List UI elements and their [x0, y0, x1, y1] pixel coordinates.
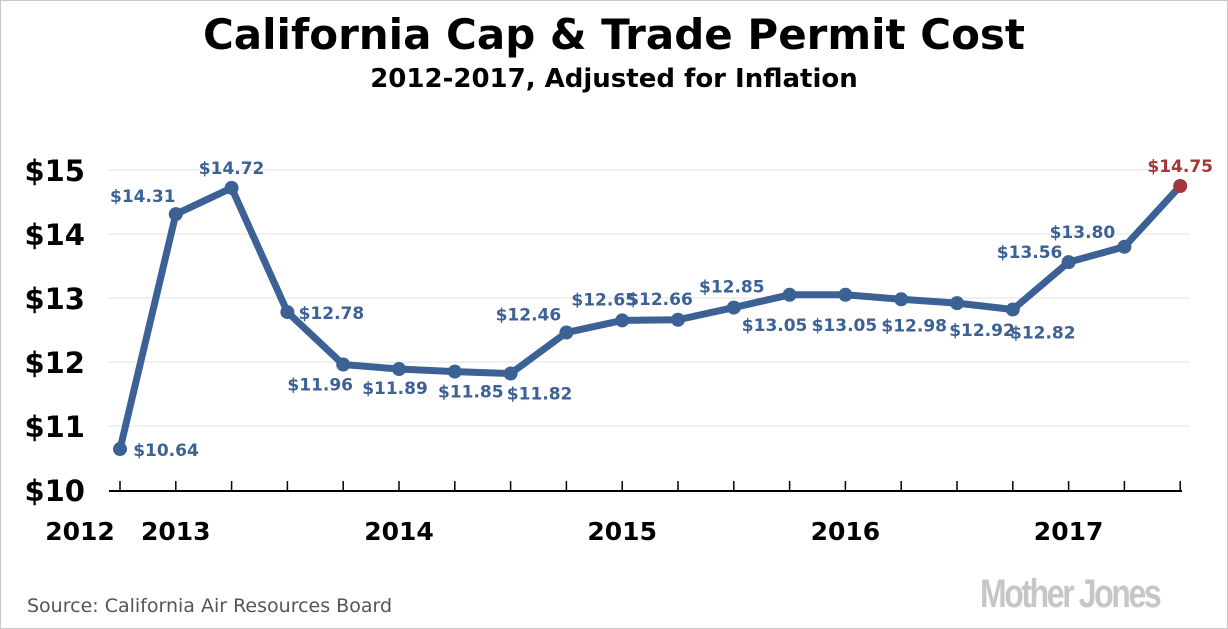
data-label: $11.89: [362, 379, 428, 399]
data-label: $11.96: [287, 376, 353, 396]
y-tick-label: $10: [24, 474, 85, 508]
data-point: [615, 313, 630, 328]
data-point: [336, 357, 351, 372]
data-point: [1173, 179, 1188, 193]
data-point: [1117, 239, 1132, 254]
data-point: [280, 305, 295, 320]
data-label: $11.82: [507, 385, 573, 405]
data-label: $12.92: [949, 321, 1015, 341]
data-point: [950, 296, 964, 311]
data-point: [168, 207, 183, 222]
x-year-label: 2013: [141, 517, 211, 546]
data-label: $12.85: [699, 278, 765, 298]
data-label: $13.05: [742, 316, 808, 336]
chart-title: California Cap & Trade Permit Cost: [202, 10, 1025, 59]
data-label: $13.56: [997, 243, 1063, 263]
data-point: [726, 300, 741, 315]
x-year-label: 2016: [811, 517, 881, 546]
data-label: $12.66: [627, 290, 693, 310]
x-year-label: 2014: [364, 517, 434, 546]
y-tick-label: $11: [24, 410, 85, 444]
x-year-label: 2017: [1034, 517, 1104, 546]
data-label: $12.46: [496, 306, 562, 326]
data-label: $12.78: [299, 304, 365, 324]
data-point: [894, 292, 909, 307]
data-label: $14.72: [199, 159, 265, 179]
data-label: $12.82: [1010, 324, 1076, 344]
data-label: $14.31: [110, 187, 176, 207]
mother-jones-logo: Mother Jones: [980, 572, 1162, 616]
data-label: $14.75: [1147, 157, 1213, 177]
data-point: [782, 287, 797, 302]
data-point: [671, 312, 685, 327]
x-year-label: 2015: [587, 517, 657, 546]
data-label: $12.98: [881, 316, 947, 336]
data-label: $11.85: [438, 383, 504, 403]
x-year-label: 2012: [45, 517, 115, 546]
y-tick-label: $13: [24, 282, 85, 316]
series-line: [116, 183, 1183, 450]
data-point: [447, 364, 462, 379]
y-tick-label: $14: [24, 218, 85, 252]
data-point: [1061, 255, 1076, 270]
source-note: Source: California Air Resources Board: [27, 595, 392, 617]
chart-subtitle: 2012-2017, Adjusted for Inflation: [370, 64, 858, 94]
data-label: $13.80: [1050, 223, 1116, 243]
data-point: [224, 180, 239, 195]
data-point: [1005, 302, 1020, 317]
data-point: [503, 366, 518, 381]
data-point: [113, 442, 127, 457]
data-point: [559, 325, 574, 340]
data-point: [838, 287, 853, 302]
data-label: $13.05: [812, 316, 878, 336]
y-tick-label: $15: [24, 154, 85, 188]
data-point: [392, 362, 406, 377]
data-label: $10.64: [133, 441, 199, 461]
data-label: $12.65: [571, 290, 637, 310]
y-tick-label: $12: [24, 346, 85, 380]
